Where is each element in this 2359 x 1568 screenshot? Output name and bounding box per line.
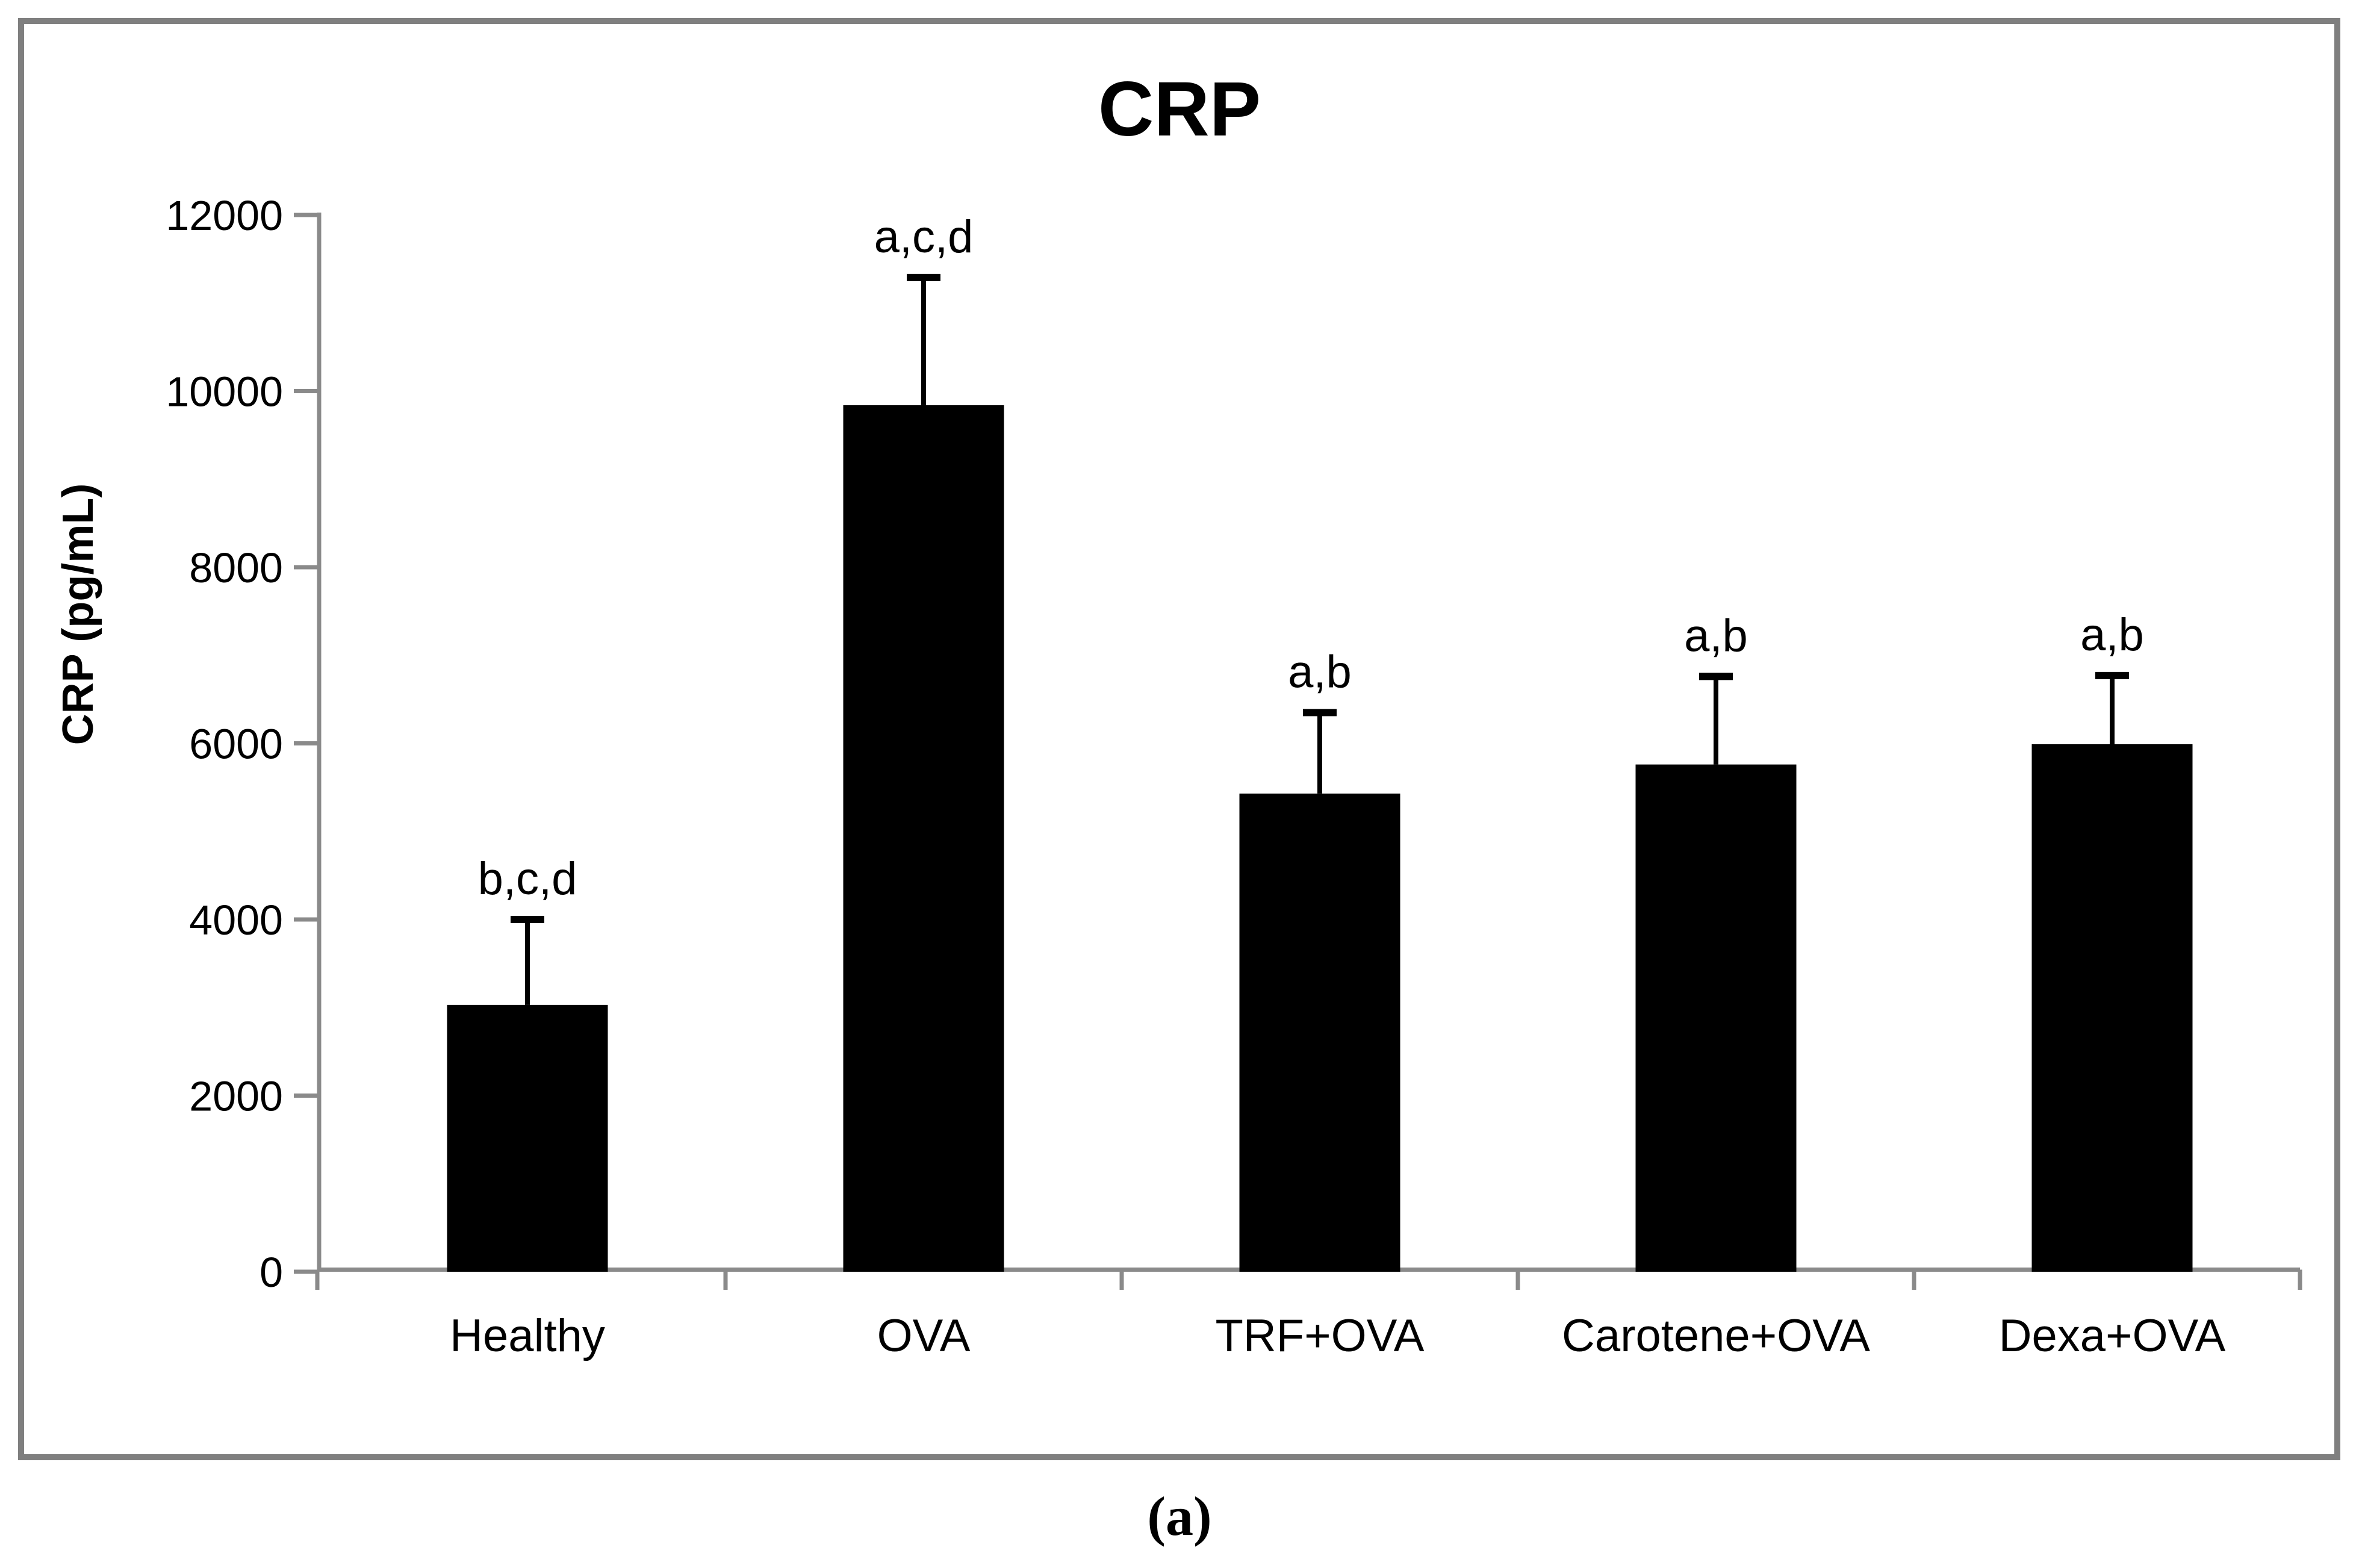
x-category-label-carotene-ova: Carotene+OVA (1562, 1310, 1870, 1361)
x-category-label-dexa-ova: Dexa+OVA (1999, 1310, 2226, 1361)
annotation-dexa-ova: a,b (2080, 609, 2144, 661)
y-tick-label-12000: 12000 (166, 192, 283, 239)
y-tick-label-10000: 10000 (166, 369, 283, 415)
y-tick-label-8000: 8000 (189, 544, 283, 591)
annotation-trf-ova: a,b (1288, 646, 1352, 697)
annotation-healthy: b,c,d (478, 853, 577, 904)
bar-ova (843, 405, 1004, 1272)
bar-healthy (447, 1004, 608, 1272)
y-tick-label-2000: 2000 (189, 1073, 283, 1120)
figure-caption: (a) (1147, 1486, 1212, 1547)
bar-trf-ova (1239, 793, 1400, 1272)
annotation-carotene-ova: a,b (1684, 610, 1748, 661)
x-category-label-trf-ova: TRF+OVA (1216, 1310, 1425, 1361)
bar-dexa-ova (2031, 744, 2193, 1272)
y-tick-label-6000: 6000 (189, 721, 283, 768)
y-tick-label-0: 0 (260, 1249, 283, 1296)
x-category-label-healthy: Healthy (450, 1310, 605, 1361)
x-category-label-ova: OVA (877, 1310, 971, 1361)
y-tick-label-4000: 4000 (189, 897, 283, 944)
annotation-ova: a,c,d (874, 211, 974, 263)
y-axis-title: CRP (pg/mL) (54, 483, 102, 745)
bar-carotene-ova (1635, 764, 1797, 1272)
chart-title: CRP (1098, 66, 1261, 152)
figure-border (18, 18, 2340, 1460)
